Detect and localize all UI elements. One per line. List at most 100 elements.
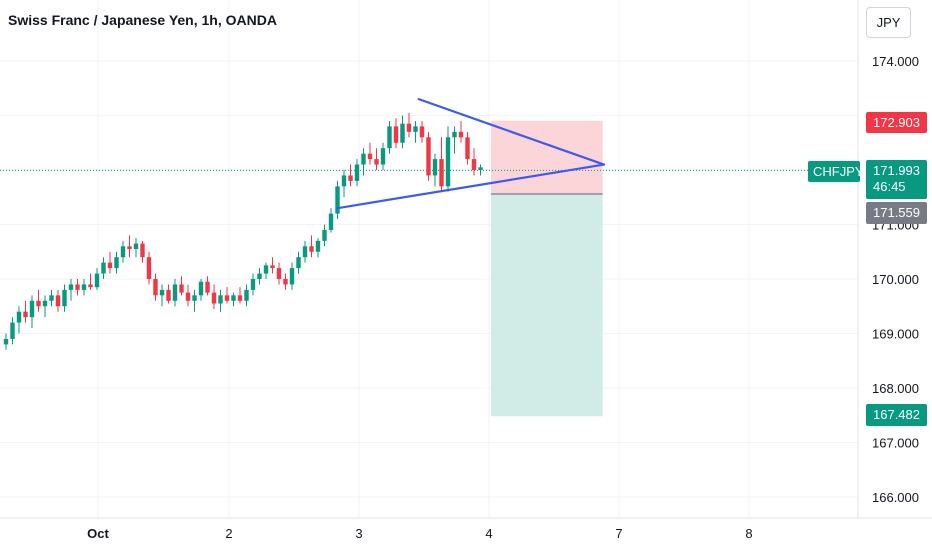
symbol-tag: CHFJPY [808, 161, 864, 182]
candle-body [250, 279, 256, 290]
candle-body [276, 268, 282, 279]
price-tick-label: 168.000 [872, 381, 919, 396]
candle [133, 238, 139, 258]
stop-price-tag: 172.903 [866, 112, 927, 133]
candle-body [244, 289, 249, 301]
candle-body [400, 123, 405, 143]
candle [49, 289, 54, 307]
candle [257, 268, 262, 285]
candle [452, 126, 457, 154]
candle [296, 251, 301, 274]
candle [387, 120, 392, 154]
candle-body [426, 137, 431, 176]
candle [75, 279, 80, 296]
candle [114, 251, 119, 274]
candle-body [185, 292, 191, 301]
candle-body [231, 295, 236, 301]
candle [400, 115, 405, 149]
candle-body [192, 295, 197, 301]
candle [140, 240, 145, 263]
candle [458, 120, 464, 143]
candle-body [374, 159, 379, 165]
candle [348, 164, 353, 187]
candle-body [3, 338, 9, 345]
price-tick-label: 170.000 [872, 272, 919, 287]
candle [432, 153, 438, 187]
candle [153, 273, 158, 301]
candle [23, 300, 28, 323]
candle-body [211, 292, 217, 304]
candle-body [179, 284, 184, 293]
candle-body [348, 175, 353, 181]
candle [250, 273, 256, 296]
candle-body [81, 284, 87, 290]
candle-body [29, 300, 35, 318]
candle [471, 148, 477, 176]
price-tick-label: 169.000 [872, 327, 919, 342]
candle [322, 224, 327, 247]
candle-body [263, 265, 269, 274]
candle [354, 159, 360, 187]
candle [107, 251, 113, 274]
candle [185, 284, 191, 307]
candle-body [432, 159, 438, 176]
candle [380, 142, 386, 170]
current-price-tag-bg [866, 160, 927, 199]
candle-body [146, 257, 152, 279]
stop-price-tag-text: 172.903 [873, 115, 920, 130]
candle-body [354, 164, 360, 181]
symbol-tag-bg [808, 161, 860, 182]
candle [393, 118, 399, 149]
candle-body [166, 289, 171, 301]
candle [68, 279, 74, 301]
candle-body [367, 153, 373, 160]
candle [426, 131, 431, 181]
candle [244, 284, 249, 307]
candle [120, 240, 126, 263]
candle [166, 284, 171, 304]
candle [309, 235, 314, 258]
candle-body [68, 284, 74, 290]
candle-body [153, 279, 158, 296]
candle-body [380, 148, 386, 165]
candle-body [218, 295, 223, 304]
candle-body [471, 159, 477, 170]
currency-button[interactable]: JPY [866, 7, 911, 38]
candle [224, 287, 230, 304]
candle-body [341, 175, 347, 187]
candle-body [62, 289, 67, 307]
candle [81, 279, 87, 296]
candle-body [452, 131, 457, 138]
candle-body [465, 137, 470, 160]
candle-body [445, 137, 451, 187]
target-price-tag-text: 167.482 [873, 407, 920, 422]
take-profit-zone [490, 194, 603, 417]
candle-body [458, 131, 464, 138]
candle [62, 284, 67, 312]
candle-body [133, 243, 139, 250]
candle [179, 276, 184, 296]
candle [263, 262, 269, 279]
entry-price-tag-bg [866, 202, 927, 224]
candle-body [172, 284, 178, 301]
candle-body [361, 153, 366, 165]
candle [478, 164, 483, 176]
candle-body [335, 186, 340, 214]
candle [283, 273, 288, 290]
candle-body [120, 246, 126, 258]
candle-body [198, 281, 204, 296]
candle [192, 289, 197, 312]
candle-body [289, 268, 295, 285]
time-tick-label: 8 [745, 526, 752, 541]
candle-body [107, 262, 113, 269]
candle [439, 137, 444, 192]
candle-body [127, 246, 132, 250]
candle [29, 295, 35, 329]
candle [211, 284, 217, 309]
candle [270, 257, 275, 274]
candle-body [140, 243, 145, 258]
candle-body [439, 159, 444, 187]
candle [419, 120, 425, 143]
